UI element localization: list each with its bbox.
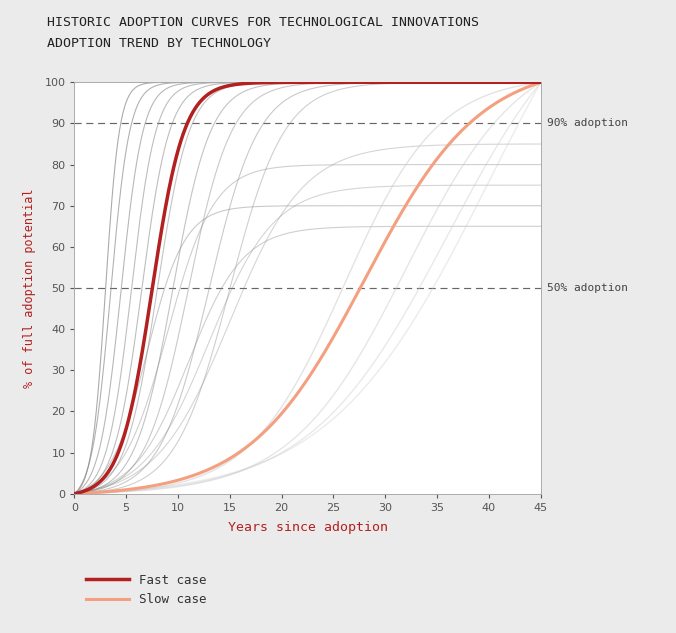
X-axis label: Years since adoption: Years since adoption	[228, 521, 387, 534]
Text: HISTORIC ADOPTION CURVES FOR TECHNOLOGICAL INNOVATIONS: HISTORIC ADOPTION CURVES FOR TECHNOLOGIC…	[47, 16, 479, 29]
Text: ADOPTION TREND BY TECHNOLOGY: ADOPTION TREND BY TECHNOLOGY	[47, 37, 271, 50]
Text: 90% adoption: 90% adoption	[547, 118, 628, 128]
Legend: Fast case, Slow case: Fast case, Slow case	[80, 568, 212, 611]
Text: 50% adoption: 50% adoption	[547, 283, 628, 293]
Y-axis label: % of full adoption potential: % of full adoption potential	[23, 188, 36, 388]
